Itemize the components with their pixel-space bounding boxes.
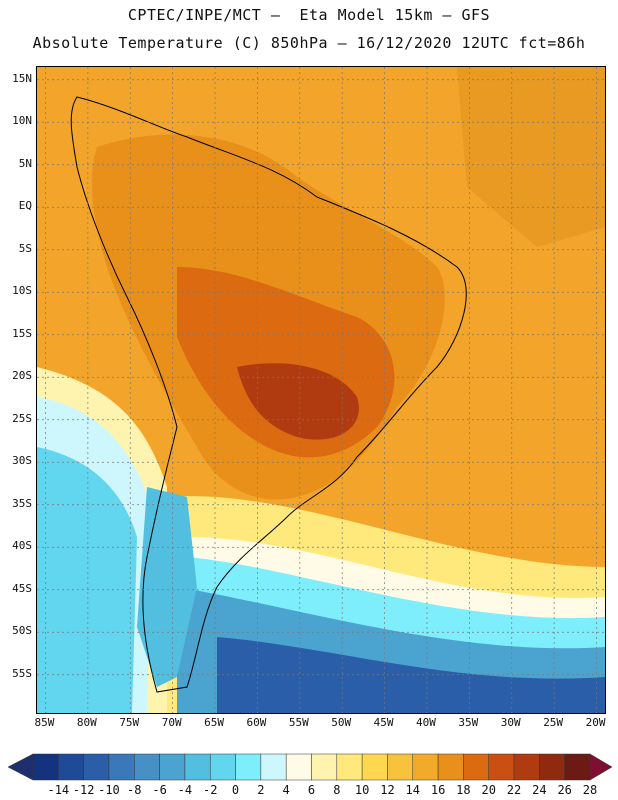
latitude-label: 10N	[12, 114, 32, 128]
colorbar-label: -8	[127, 783, 142, 797]
latitude-label: 5S	[18, 241, 32, 255]
temperature-map	[36, 66, 606, 714]
colorbar-swatch	[513, 753, 540, 781]
latitude-label: 35S	[12, 496, 32, 510]
latitude-label: 45S	[12, 581, 32, 595]
colorbar-label: 2	[257, 783, 265, 797]
colorbar-swatch	[209, 753, 236, 781]
colorbar-label: -6	[152, 783, 167, 797]
colorbar-label: -12	[72, 783, 95, 797]
colorbar-swatch	[488, 753, 515, 781]
colorbar-swatch	[539, 753, 565, 781]
colorbar	[7, 753, 613, 781]
map-canvas	[37, 67, 605, 713]
longitude-label: 55W	[288, 716, 309, 729]
colorbar-swatch	[260, 753, 287, 781]
latitude-label: 10S	[12, 284, 32, 298]
latitude-label: 15N	[12, 71, 32, 85]
continent-hottest-zone	[237, 363, 359, 440]
colorbar-swatch	[437, 753, 464, 781]
pacific-colder-band	[37, 447, 137, 713]
longitude-label: 50W	[331, 716, 352, 729]
longitude-label: 30W	[500, 716, 521, 729]
longitude-label: 20W	[585, 716, 606, 729]
colorbar-swatch	[159, 753, 186, 781]
longitude-label: 35W	[458, 716, 479, 729]
colorbar-swatch	[311, 753, 338, 781]
colorbar-swatch	[336, 753, 363, 781]
colorbar-label: 4	[282, 783, 290, 797]
colorbar-label: 26	[557, 783, 572, 797]
latitude-label: 50S	[12, 624, 32, 638]
latitude-label: 30S	[12, 454, 32, 468]
colorbar-label: -14	[47, 783, 70, 797]
longitude-label: 75W	[119, 716, 140, 729]
colorbar-label: -4	[177, 783, 193, 797]
longitude-label: 65W	[204, 716, 224, 729]
colorbar-swatch	[387, 753, 414, 781]
colorbar-label: 12	[380, 783, 395, 797]
colorbar-swatch	[32, 753, 59, 781]
colorbar-swatch	[83, 753, 110, 781]
longitude-label: 70W	[161, 716, 182, 729]
colorbar-label: -2	[202, 783, 218, 797]
longitude-label: 45W	[373, 716, 394, 729]
colorbar-label: 16	[430, 783, 446, 797]
longitude-label: 80W	[76, 716, 97, 729]
longitude-label: 25W	[543, 716, 564, 729]
continent-coastline	[70, 96, 467, 693]
colorbar-label: 14	[405, 783, 420, 797]
latitude-label: 15S	[12, 326, 32, 340]
longitude-label: 85W	[34, 716, 55, 729]
title-line-1: CPTEC/INPE/MCT – Eta Model 15km – GFS	[127, 6, 491, 24]
colorbar-label: 22	[506, 783, 522, 797]
colorbar-swatch	[58, 753, 84, 781]
colorbar-label: -10	[98, 783, 120, 797]
latitude-label: 55S	[12, 666, 32, 680]
colorbar-swatch	[235, 753, 262, 781]
colorbar-swatch	[108, 753, 135, 781]
patagonia-cold-zone	[137, 487, 197, 687]
colorbar-low-arrow	[7, 753, 34, 781]
latitude-label: 5N	[18, 156, 32, 170]
north-atlantic-warm	[457, 67, 605, 247]
title-line-2: Absolute Temperature (C) 850hPa – 16/12/…	[32, 34, 586, 52]
colorbar-label: 0	[231, 783, 240, 797]
longitude-label: 40W	[416, 716, 436, 729]
colorbar-swatch	[564, 753, 591, 781]
colorbar-label: 10	[354, 783, 370, 797]
colorbar-swatch	[412, 753, 439, 781]
latitude-label: EQ	[18, 199, 32, 213]
colorbar-swatch	[361, 753, 388, 781]
latitude-label: 20S	[12, 369, 32, 383]
colorbar-label: 8	[333, 783, 341, 797]
latitude-label: 25S	[12, 411, 32, 425]
colorbar-swatch	[285, 753, 312, 781]
colorbar-label: 24	[532, 783, 547, 797]
colorbar-label: 6	[307, 783, 316, 797]
colorbar-swatch	[463, 753, 489, 781]
latitude-label: 40S	[12, 539, 32, 553]
colorbar-swatch	[134, 753, 160, 781]
colorbar-high-arrow	[589, 753, 613, 781]
colorbar-swatch	[184, 753, 211, 781]
colorbar-label: 18	[456, 783, 471, 797]
colorbar-label: 28	[582, 783, 598, 797]
colorbar-label: 20	[481, 783, 496, 797]
south-atlantic-coldest-band	[217, 637, 605, 713]
longitude-label: 60W	[246, 716, 267, 729]
